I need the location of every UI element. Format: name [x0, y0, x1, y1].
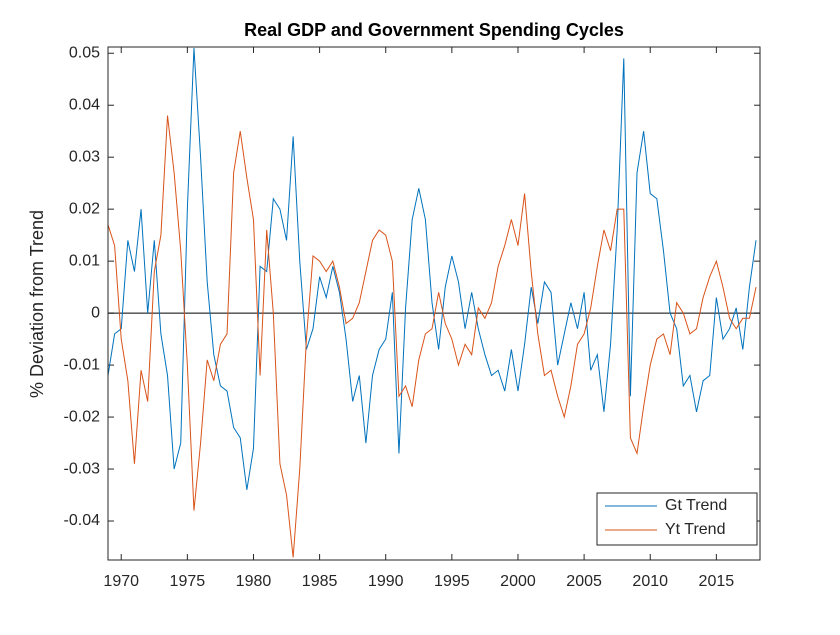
- x-tick-label: 1975: [170, 573, 206, 590]
- y-tick-label: 0.03: [69, 148, 100, 165]
- x-tick-label: 2010: [632, 573, 668, 590]
- y-tick-label: 0: [91, 304, 100, 321]
- x-tick-label: 2015: [699, 573, 735, 590]
- y-tick-label: -0.04: [64, 512, 101, 529]
- legend-box: [596, 492, 758, 546]
- series-line: [108, 48, 757, 490]
- legend-label: Gt Trend: [665, 497, 727, 514]
- x-tick-label: 1985: [302, 573, 338, 590]
- x-tick-label: 1970: [103, 573, 139, 590]
- y-tick-label: 0.05: [69, 44, 100, 61]
- y-tick-label: -0.01: [64, 356, 101, 373]
- y-tick-label: 0.01: [69, 252, 100, 269]
- y-tick-label: 0.04: [69, 96, 100, 113]
- y-tick-label: -0.03: [64, 460, 101, 477]
- legend-label: Yt Trend: [665, 521, 725, 538]
- x-tick-label: 1980: [236, 573, 272, 590]
- plot-frame: [107, 46, 761, 561]
- chart-title: Real GDP and Government Spending Cycles: [244, 20, 624, 40]
- y-tick-label: -0.02: [64, 408, 101, 425]
- y-tick-label: 0.02: [69, 200, 100, 217]
- y-axis-label: % Deviation from Trend: [27, 210, 47, 398]
- x-tick-label: 1990: [368, 573, 404, 590]
- x-tick-label: 1995: [434, 573, 470, 590]
- series-line: [108, 115, 757, 558]
- x-tick-label: 2000: [500, 573, 536, 590]
- x-tick-label: 2005: [566, 573, 602, 590]
